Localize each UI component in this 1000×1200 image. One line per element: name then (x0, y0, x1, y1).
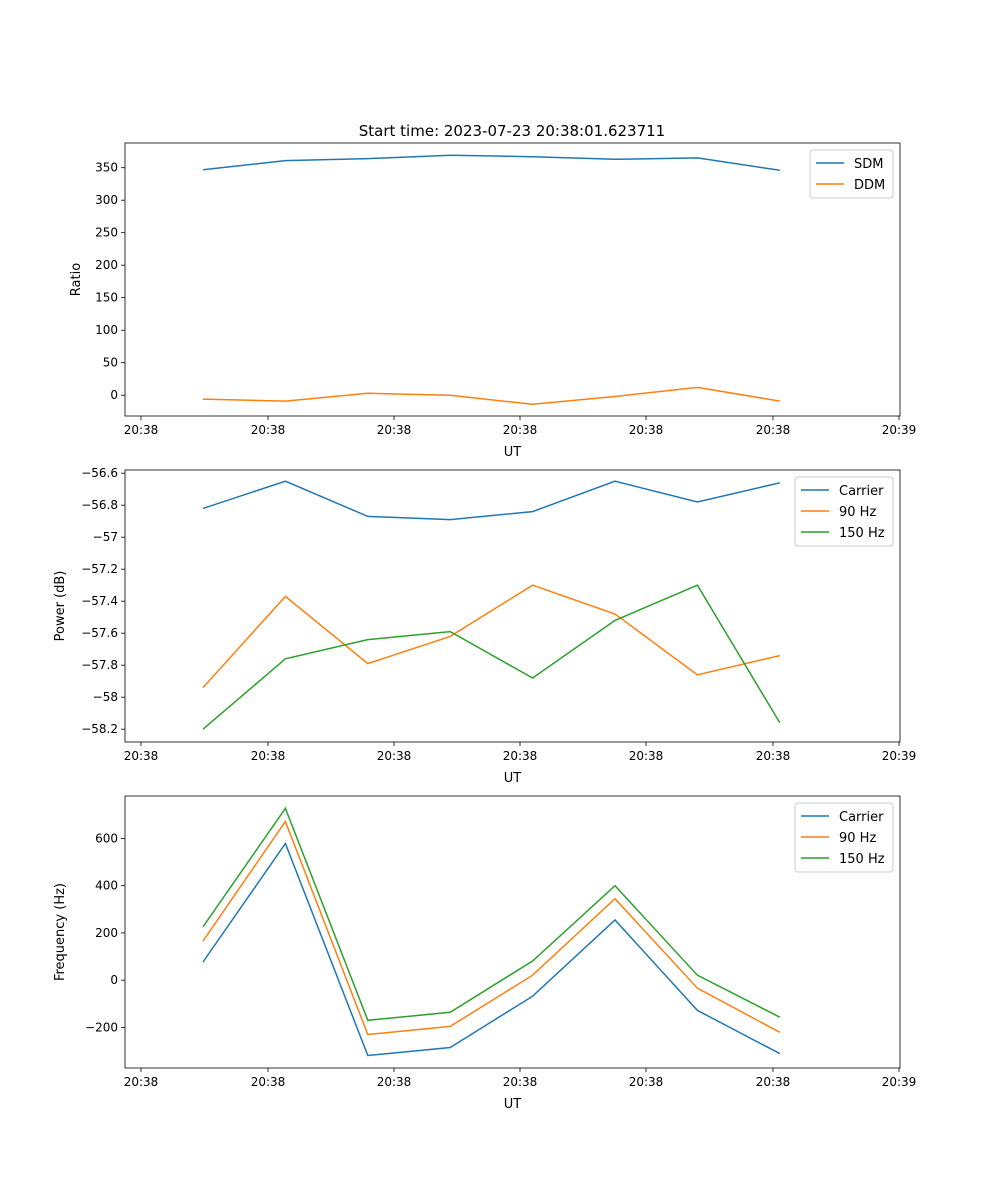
x-tick-label: 20:38 (124, 423, 159, 437)
axes-frame (124, 142, 901, 417)
x-tick-label: 20:38 (251, 749, 286, 763)
x-tick-label: 20:38 (629, 749, 664, 763)
y-tick-label: 50 (103, 356, 118, 370)
x-tick-label: 20:38 (503, 1075, 538, 1089)
legend-label: Carrier (839, 484, 884, 499)
series-line-90-hz (202, 819, 781, 1036)
legend-label: 150 Hz (839, 526, 885, 541)
y-tick-label: 250 (95, 226, 118, 240)
x-axis-label: UT (504, 1097, 522, 1112)
y-axis-label: Frequency (Hz) (53, 883, 68, 981)
y-tick-label: 0 (110, 973, 118, 987)
y-tick-label: −57.2 (81, 562, 118, 576)
x-tick-label: 20:38 (377, 1075, 412, 1089)
series-line-90-hz (202, 584, 780, 689)
x-tick-label: 20:39 (882, 749, 917, 763)
y-tick-label: 400 (95, 879, 118, 893)
x-tick-label: 20:38 (124, 1075, 159, 1089)
series-line-150-hz (202, 584, 781, 730)
x-tick-label: 20:38 (124, 749, 159, 763)
y-tick-label: 350 (95, 161, 118, 175)
x-axis-label: UT (504, 771, 522, 786)
legend-label: DDM (854, 178, 885, 193)
legend-label: SDM (854, 157, 883, 172)
subplot-3: 20:38 20:38 20:38 20:38 20:38 20:38 20:39 −200 0… (53, 795, 917, 1112)
legend-box (794, 476, 894, 547)
legend-label: Carrier (839, 810, 884, 825)
x-tick-label: 20:38 (377, 423, 412, 437)
x-tick-label: 20:38 (251, 423, 286, 437)
legend: Carrier 90 Hz 150 Hz (794, 476, 894, 547)
legend-label: 90 Hz (839, 505, 876, 520)
x-tick-label: 20:38 (756, 749, 791, 763)
legend: Carrier 90 Hz 150 Hz (794, 802, 894, 873)
y-tick-label: −57.4 (81, 594, 118, 608)
x-tick-label: 20:39 (882, 1075, 917, 1089)
y-tick-label: −56.8 (81, 498, 118, 512)
x-tick-label: 20:39 (882, 423, 917, 437)
y-tick-label: 600 (95, 832, 118, 846)
y-tick-label: −58.2 (81, 722, 118, 736)
x-tick-label: 20:38 (756, 423, 791, 437)
axes-frame (124, 469, 901, 743)
x-tick-label: 20:38 (251, 1075, 286, 1089)
x-tick-label: 20:38 (377, 749, 412, 763)
subplot-1: 20:38 20:38 20:38 20:38 20:38 20:38 20:39 0 50 10… (69, 142, 917, 460)
y-tick-label: −200 (85, 1020, 118, 1034)
legend-box (794, 802, 894, 873)
legend-box (809, 149, 894, 199)
y-tick-label: −56.6 (81, 466, 118, 480)
x-axis-label: UT (504, 445, 522, 460)
y-tick-label: 100 (95, 323, 118, 337)
series-line-carrier (202, 841, 781, 1057)
y-tick-label: 200 (95, 258, 118, 272)
axes-frame (124, 795, 901, 1069)
x-tick-label: 20:38 (503, 749, 538, 763)
x-tick-label: 20:38 (629, 423, 664, 437)
chart-title: Start time: 2023-07-23 20:38:01.623711 (359, 122, 665, 140)
x-tick-label: 20:38 (756, 1075, 791, 1089)
series-line-sdm (202, 154, 780, 172)
series-line-150-hz (202, 806, 781, 1022)
legend-label: 150 Hz (839, 852, 885, 867)
x-tick-label: 20:38 (503, 423, 538, 437)
y-axis-label: Ratio (69, 263, 84, 296)
series-line-carrier (202, 480, 780, 521)
y-tick-label: −57.6 (81, 626, 118, 640)
series-line-ddm (202, 386, 780, 406)
y-tick-label: −58 (93, 690, 118, 704)
y-tick-label: 300 (95, 193, 118, 207)
subplot-2: 20:38 20:38 20:38 20:38 20:38 20:38 20:39 −58.2… (53, 466, 916, 786)
y-tick-label: −57.8 (81, 658, 118, 672)
y-axis-label: Power (dB) (53, 571, 68, 642)
y-tick-label: −57 (93, 530, 118, 544)
y-tick-label: 150 (95, 291, 118, 305)
legend: SDM DDM (809, 149, 894, 199)
y-tick-label: 200 (95, 926, 118, 940)
y-tick-label: 0 (110, 388, 118, 402)
legend-label: 90 Hz (839, 831, 876, 846)
x-tick-label: 20:38 (629, 1075, 664, 1089)
